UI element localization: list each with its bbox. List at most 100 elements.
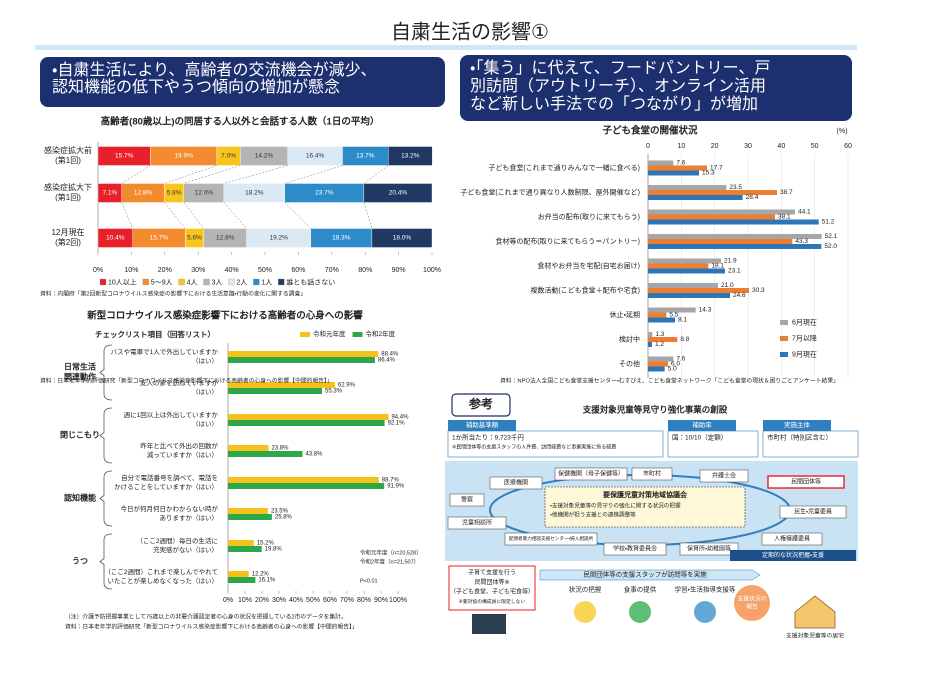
group-bracket (99, 533, 113, 590)
tab-body (667, 430, 759, 458)
tab-header (763, 420, 831, 431)
category-label: 食材やお弁当を宅配(自宅お届け) (537, 261, 640, 270)
org-node (449, 493, 485, 507)
legend-swatch (300, 332, 310, 337)
org-node (554, 467, 628, 481)
legend-swatch (780, 320, 788, 325)
connector (363, 202, 373, 229)
legend-label: 9月現在 (792, 349, 817, 358)
x-tick-label: 0% (223, 597, 233, 604)
bar (648, 170, 699, 176)
org-label: 保育所・幼稚園等 (687, 545, 731, 553)
x-tick-label: 40% (289, 597, 303, 604)
org-label: 民間団体等 (791, 478, 821, 486)
chart-title: 新型コロナウイルス感染症影響下における高齢者の心身への影響 (86, 310, 363, 322)
org-node (767, 475, 845, 489)
x-tick-label: 70% (340, 597, 354, 604)
activity-label: 食事の提供 (624, 585, 657, 594)
bar (648, 342, 652, 347)
legend-label: 7月以降 (792, 333, 817, 342)
value-label: 16.4% (306, 153, 325, 160)
x-tick-label: 30% (272, 597, 286, 604)
bar (648, 317, 675, 323)
category-label: 減っていますか（はい） (147, 450, 218, 459)
title-rule (35, 45, 857, 50)
value-label: 23.5 (729, 184, 742, 191)
x-tick-label: 20 (711, 143, 719, 150)
value-label: 16.1% (258, 578, 276, 584)
value-label: 23.8% (271, 446, 289, 452)
activity-icon (574, 601, 596, 623)
org-label: 弁護士会 (712, 472, 736, 480)
chart-note: 令和元年度（n=20,528） (360, 548, 422, 556)
x-tick-label: 50% (258, 267, 272, 274)
value-label: 23.5% (271, 509, 289, 515)
bar (228, 445, 269, 451)
bar (648, 165, 707, 171)
value-label: 15.7% (150, 235, 169, 242)
bar (648, 219, 819, 225)
bar (228, 514, 272, 520)
group-label: うつ (72, 557, 88, 566)
tab-header-label: 補助基準額 (466, 420, 499, 429)
org-label: 配偶者暴力相談支援センター・婦人相談所 (509, 535, 594, 542)
legend-swatch (178, 278, 185, 286)
value-label: 88.4% (381, 352, 399, 358)
value-label: 12.8% (134, 190, 153, 197)
x-tick-label: 50 (811, 143, 819, 150)
value-label: 91.9% (387, 484, 405, 490)
category-label: (第1回) (55, 155, 81, 165)
org-node (699, 469, 749, 483)
org-node (603, 542, 667, 556)
value-label: 5.6% (187, 235, 202, 242)
group-bracket (99, 344, 113, 401)
legend-label: 誰とも話さない (286, 277, 335, 286)
category-label: 昨年と比べて外出の回数が (140, 441, 218, 450)
connector (121, 165, 151, 184)
value-label: 15.2% (257, 541, 275, 547)
source-note: 資料：NPO法人全国こども食堂支援センター・むすびえ、こども食堂ネットワーク「こ… (500, 377, 839, 385)
category-label: 子ども食堂(これまで通りみんなで一緒に食べる) (488, 163, 640, 172)
bar (228, 546, 262, 552)
value-label: 17.7 (710, 165, 723, 172)
bar (648, 263, 709, 269)
category-label: ありますか（はい） (160, 514, 219, 522)
visit-label: 民間団体等の支援スタッフが訪問等を実施 (583, 570, 707, 579)
bar (228, 571, 249, 577)
value-label: 7.6 (676, 160, 685, 167)
legend-swatch (142, 278, 149, 286)
home-label: 支援対象児童等の居宅 (786, 632, 844, 640)
bar (648, 195, 743, 200)
legend-swatch (352, 332, 363, 337)
building-icon (472, 614, 506, 634)
legend-label: 令和2年度 (366, 329, 396, 338)
bullet-text: 認知機能の低下やうつ傾向の増加が懸念 (52, 78, 340, 96)
value-label: 20.4% (389, 190, 408, 197)
tab-body (447, 430, 664, 458)
bar (228, 382, 335, 388)
x-tick-label: 40 (777, 143, 785, 150)
legend-label: 4人 (187, 278, 198, 286)
org-node (489, 476, 543, 490)
value-label: 21.9 (724, 258, 737, 265)
value-label: 44.1 (798, 209, 811, 216)
category-label: （ここ2週間）これまで楽しんでやれて (104, 567, 218, 576)
source-note: 資料：内閣府「第2回新型コロナウイルス感染症の影響下における生活意識・行動の変化… (40, 290, 306, 298)
value-label: 5.5 (669, 312, 678, 319)
org-node (447, 516, 507, 530)
legend-swatch (253, 278, 260, 286)
value-label: 5.0 (668, 366, 677, 373)
bar (228, 357, 375, 363)
group-label: 日常生活 (64, 362, 96, 372)
connector (363, 165, 389, 184)
bar (228, 483, 385, 489)
group-label: 認知機能 (64, 493, 96, 503)
x-tick-label: 10% (124, 267, 138, 274)
connector (223, 165, 288, 184)
tab-header (448, 420, 516, 431)
value-label: 62.9% (338, 383, 356, 389)
chart-note: P<0.01 (360, 578, 378, 584)
value-label: 12.8% (216, 235, 235, 242)
bar (648, 293, 730, 298)
category-label: 週に1回以上は外出していますか (124, 410, 219, 419)
